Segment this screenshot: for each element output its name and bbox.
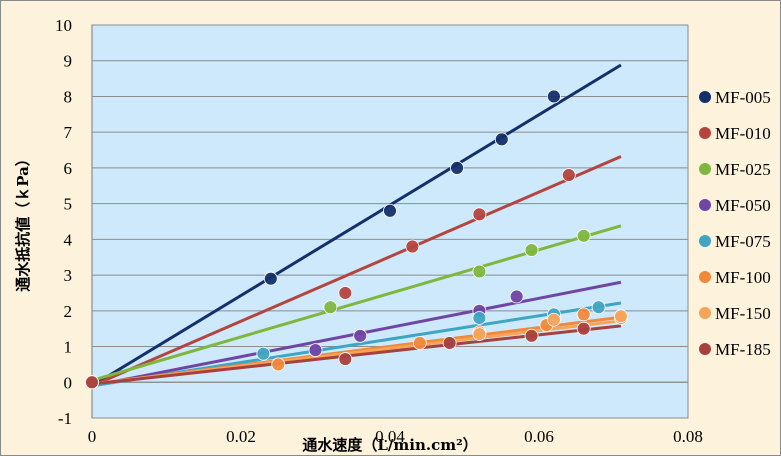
legend-marker-mf-025 bbox=[699, 163, 711, 175]
y-tick-label: 7 bbox=[64, 123, 73, 142]
x-tick-label: 0.02 bbox=[226, 427, 256, 446]
data-points bbox=[85, 89, 628, 390]
y-tick-label: -1 bbox=[58, 409, 72, 428]
legend-label-mf-075: MF-075 bbox=[715, 232, 771, 251]
point-mf-010 bbox=[561, 168, 576, 182]
x-axis-title: 通水速度（L/min.cm²） bbox=[302, 436, 477, 454]
point-mf-185 bbox=[576, 321, 591, 336]
y-tick-label: 1 bbox=[64, 338, 73, 357]
axes bbox=[91, 25, 688, 418]
y-tick-label: 5 bbox=[64, 195, 73, 214]
legend-marker-mf-150 bbox=[699, 307, 711, 319]
y-tick-label: 6 bbox=[64, 159, 73, 178]
legend-label-mf-005: MF-005 bbox=[715, 88, 771, 107]
point-mf-150 bbox=[472, 327, 487, 341]
tick-labels: -1 0 1 2 3 4 5 6 7 8 9 10 0 0.02 0.04 0.06 0.08 bbox=[55, 16, 703, 446]
point-mf-185 bbox=[524, 328, 539, 343]
point-mf-005 bbox=[494, 132, 509, 147]
point-mf-025 bbox=[472, 264, 487, 279]
point-mf-025 bbox=[576, 228, 591, 243]
point-mf-185 bbox=[442, 336, 457, 350]
legend-marker-mf-185 bbox=[699, 343, 711, 355]
point-mf-075 bbox=[472, 311, 487, 325]
legend: MF-005 MF-010 MF-025 MF-050 MF-075 MF-100 MF-1… bbox=[699, 88, 771, 359]
y-tick-label: 3 bbox=[64, 266, 73, 285]
legend-marker-mf-100 bbox=[699, 271, 711, 283]
y-tick-label: 4 bbox=[64, 230, 73, 249]
x-tick-label: 0 bbox=[88, 427, 97, 446]
y-tick-label: 10 bbox=[55, 16, 72, 35]
point-mf-150 bbox=[614, 309, 628, 324]
point-mf-150 bbox=[547, 312, 561, 327]
x-tick-label: 0.04 bbox=[375, 427, 405, 446]
y-tick-label: 9 bbox=[64, 52, 73, 71]
x-tick-label: 0.08 bbox=[673, 427, 703, 446]
point-mf-185 bbox=[338, 352, 353, 366]
point-mf-010 bbox=[472, 207, 487, 222]
point-mf-050 bbox=[353, 328, 368, 343]
point-mf-100 bbox=[412, 336, 427, 350]
plot-area bbox=[91, 24, 689, 419]
legend-marker-mf-010 bbox=[699, 127, 711, 139]
legend-label-mf-010: MF-010 bbox=[715, 124, 771, 143]
point-mf-010 bbox=[405, 239, 420, 254]
point-mf-075 bbox=[591, 300, 606, 315]
trendline-mf-010 bbox=[91, 155, 622, 388]
legend-label-mf-050: MF-050 bbox=[715, 196, 771, 215]
legend-marker-mf-005 bbox=[699, 91, 711, 103]
legend-label-mf-100: MF-100 bbox=[715, 268, 771, 287]
legend-label-mf-150: MF-150 bbox=[715, 304, 771, 323]
point-mf-050 bbox=[509, 289, 524, 304]
point-mf-050 bbox=[308, 343, 323, 358]
legend-label-mf-185: MF-185 bbox=[715, 340, 771, 359]
trendline-mf-005 bbox=[91, 63, 622, 388]
point-mf-005 bbox=[547, 89, 561, 104]
y-tick-label: 8 bbox=[64, 87, 73, 106]
point-mf-005 bbox=[263, 271, 278, 286]
point-mf-010 bbox=[338, 286, 353, 300]
point-mf-025 bbox=[524, 243, 539, 257]
legend-marker-mf-050 bbox=[699, 199, 711, 211]
y-tick-label: 2 bbox=[64, 302, 73, 321]
point-mf-005 bbox=[383, 203, 397, 218]
point-mf-005 bbox=[450, 161, 464, 175]
point-mf-100 bbox=[271, 357, 286, 372]
x-tick-label: 0.06 bbox=[524, 427, 554, 446]
y-tick-label: 0 bbox=[64, 373, 73, 392]
point-mf-100 bbox=[576, 307, 591, 322]
legend-marker-mf-075 bbox=[699, 235, 711, 247]
point-mf-075 bbox=[256, 346, 271, 361]
legend-label-mf-025: MF-025 bbox=[715, 160, 771, 179]
point-mf-185 bbox=[85, 375, 99, 390]
point-mf-025 bbox=[323, 300, 338, 315]
y-axis-title: 通水抵抗値（ｋPa） bbox=[14, 151, 32, 292]
